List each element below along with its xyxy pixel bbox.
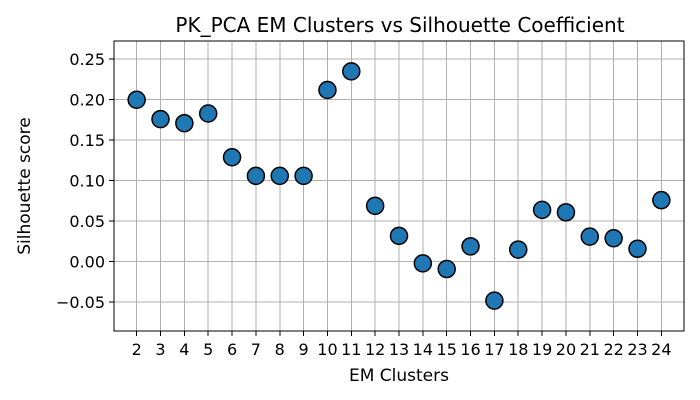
x-tick-label: 13 <box>389 340 409 359</box>
data-point <box>222 147 242 167</box>
y-axis-label: Silhouette score <box>15 117 35 255</box>
data-point <box>342 62 361 81</box>
x-tick-label: 16 <box>460 340 480 359</box>
data-point <box>604 228 623 248</box>
x-tick-label: 10 <box>317 340 337 359</box>
x-tick-label: 11 <box>341 340 361 359</box>
data-point <box>246 166 266 186</box>
grid <box>114 41 684 331</box>
x-tick-label: 19 <box>532 340 552 359</box>
axis-ticks: 2 3 4 5 6 7 8 9 10 11 12 13 14 15 16 17 18 19 20 21 22 23 24−0… <box>56 50 672 359</box>
data-point <box>532 200 552 220</box>
data-point <box>461 237 480 256</box>
x-tick-label: 6 <box>227 340 237 359</box>
x-tick-label: 20 <box>556 340 576 359</box>
data-point <box>175 113 194 133</box>
x-tick-label: 7 <box>251 340 261 359</box>
y-tick-label: −0.05 <box>56 293 105 312</box>
x-tick-label: 22 <box>603 340 623 359</box>
x-tick-label: 17 <box>484 340 504 359</box>
data-point <box>294 166 313 186</box>
data-points <box>127 62 671 310</box>
data-point <box>652 190 671 210</box>
data-point <box>318 80 337 100</box>
x-tick-label: 23 <box>627 340 647 359</box>
chart-title: PK_PCA EM Clusters vs Silhouette Coeffic… <box>175 13 624 37</box>
x-tick-label: 8 <box>275 340 285 359</box>
x-axis-label: EM Clusters <box>349 366 449 386</box>
y-tick-label: 0.20 <box>69 91 105 110</box>
data-point <box>485 291 504 310</box>
data-point <box>580 227 600 246</box>
y-tick-label: 0.00 <box>69 253 105 272</box>
data-point <box>127 90 146 109</box>
y-tick-label: 0.25 <box>69 50 105 69</box>
data-point <box>389 226 409 246</box>
y-tick-label: 0.10 <box>69 172 105 191</box>
data-point <box>151 109 170 129</box>
y-tick-label: 0.05 <box>69 212 105 231</box>
x-tick-label: 24 <box>651 340 671 359</box>
data-point <box>413 254 433 273</box>
x-tick-label: 18 <box>508 340 528 359</box>
x-tick-label: 4 <box>179 340 189 359</box>
x-tick-label: 5 <box>203 340 213 359</box>
x-tick-label: 2 <box>132 340 142 359</box>
data-point <box>556 203 576 222</box>
plot-frame <box>113 40 685 332</box>
x-tick-label: 21 <box>580 340 600 359</box>
x-tick-label: 14 <box>413 340 433 359</box>
data-point <box>198 104 218 123</box>
y-tick-label: 0.15 <box>69 131 105 150</box>
data-point <box>437 259 456 279</box>
data-point <box>270 166 290 186</box>
data-point <box>628 239 647 259</box>
x-tick-label: 15 <box>437 340 457 359</box>
x-tick-label: 3 <box>155 340 165 359</box>
data-point <box>365 196 385 216</box>
data-point <box>508 240 528 259</box>
x-tick-label: 9 <box>299 340 309 359</box>
x-tick-label: 12 <box>365 340 385 359</box>
